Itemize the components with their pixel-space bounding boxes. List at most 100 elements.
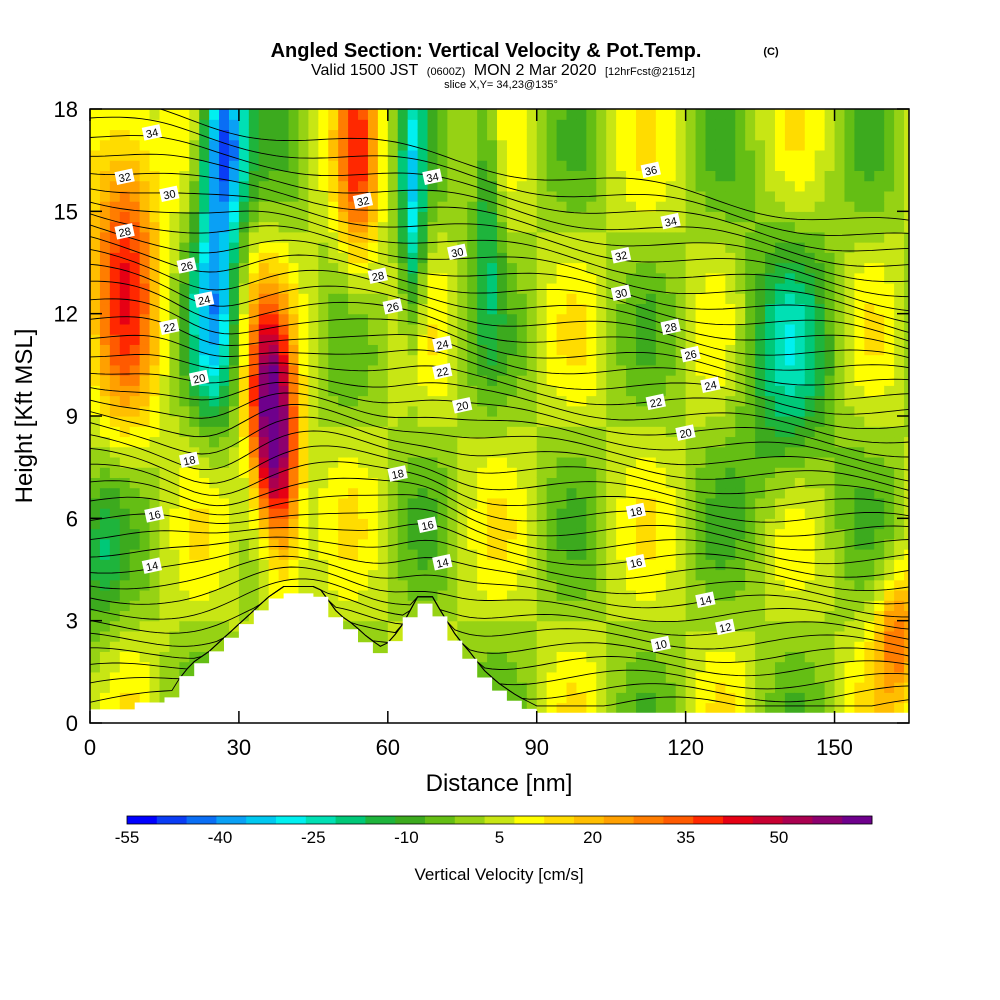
velocity-cell	[447, 477, 458, 489]
velocity-cell	[487, 282, 498, 294]
velocity-cell	[367, 610, 379, 622]
velocity-cell	[238, 303, 250, 315]
velocity-cell	[854, 518, 865, 530]
velocity-cell	[387, 180, 399, 192]
velocity-cell	[179, 385, 190, 397]
velocity-cell	[774, 600, 786, 612]
velocity-cell	[874, 538, 885, 550]
velocity-cell	[774, 518, 786, 530]
velocity-cell	[258, 569, 270, 581]
velocity-cell	[904, 620, 909, 632]
velocity-cell	[367, 119, 379, 131]
velocity-cell	[467, 129, 478, 141]
velocity-cell	[189, 293, 200, 305]
velocity-cell	[814, 109, 826, 120]
velocity-cell	[457, 303, 468, 315]
velocity-cell	[854, 446, 865, 458]
velocity-cell	[119, 682, 131, 693]
velocity-cell	[288, 446, 300, 458]
velocity-cell	[675, 252, 687, 264]
velocity-cell	[576, 405, 587, 417]
velocity-cell	[308, 149, 319, 161]
velocity-cell	[139, 221, 151, 233]
velocity-cell	[546, 211, 558, 223]
velocity-cell	[348, 426, 359, 438]
velocity-cell	[417, 293, 429, 305]
velocity-cell	[397, 201, 409, 212]
velocity-cell	[397, 160, 409, 171]
velocity-cell	[447, 323, 458, 335]
velocity-cell	[447, 610, 458, 622]
velocity-cell	[129, 303, 141, 315]
velocity-cell	[854, 139, 865, 151]
velocity-cell	[665, 600, 677, 612]
velocity-cell	[477, 456, 488, 468]
velocity-cell	[367, 293, 379, 305]
velocity-cell	[258, 109, 270, 120]
velocity-cell	[387, 497, 399, 509]
velocity-cell	[626, 252, 637, 264]
velocity-cell	[606, 109, 617, 120]
velocity-cell	[794, 129, 806, 141]
velocity-cell	[854, 119, 865, 131]
velocity-cell	[348, 282, 359, 294]
velocity-cell	[169, 600, 180, 612]
velocity-cell	[536, 334, 548, 345]
velocity-cell	[715, 661, 726, 673]
velocity-cell	[487, 252, 498, 264]
velocity-cell	[487, 487, 498, 499]
velocity-cell	[844, 334, 855, 345]
velocity-cell	[695, 385, 707, 397]
velocity-cell	[814, 323, 826, 335]
velocity-cell	[626, 702, 637, 714]
velocity-cell	[497, 559, 508, 571]
velocity-cell	[596, 630, 607, 642]
velocity-cell	[219, 323, 230, 335]
velocity-cell	[586, 109, 597, 120]
velocity-cell	[397, 569, 409, 581]
velocity-cell	[794, 385, 806, 397]
velocity-cell	[884, 528, 895, 540]
velocity-cell	[824, 661, 836, 673]
velocity-cell	[814, 201, 826, 212]
velocity-cell	[427, 385, 439, 397]
velocity-cell	[238, 201, 250, 212]
velocity-cell	[149, 231, 161, 243]
velocity-cell	[665, 671, 677, 683]
velocity-cell	[308, 354, 319, 366]
velocity-cell	[675, 651, 687, 663]
velocity-cell	[228, 313, 240, 325]
velocity-cell	[874, 344, 885, 356]
velocity-cell	[209, 528, 220, 540]
velocity-cell	[566, 528, 578, 540]
velocity-cell	[794, 426, 806, 438]
velocity-cell	[784, 600, 796, 612]
velocity-cell	[765, 467, 776, 478]
velocity-cell	[804, 487, 816, 499]
velocity-cell	[655, 201, 667, 212]
velocity-cell	[328, 323, 339, 335]
velocity-cell	[794, 671, 806, 683]
velocity-cell	[685, 538, 697, 550]
velocity-cell	[725, 671, 736, 683]
velocity-cell	[278, 109, 290, 120]
velocity-cell	[308, 375, 319, 386]
velocity-cell	[774, 149, 786, 161]
velocity-cell	[755, 119, 766, 131]
velocity-cell	[645, 651, 657, 663]
velocity-cell	[487, 682, 498, 693]
velocity-cell	[655, 160, 667, 171]
velocity-cell	[179, 487, 190, 499]
velocity-cell	[526, 313, 538, 325]
velocity-cell	[149, 170, 161, 182]
velocity-cell	[834, 231, 846, 243]
velocity-cell	[278, 395, 290, 407]
velocity-cell	[854, 508, 865, 519]
velocity-cell	[308, 446, 319, 458]
velocity-cell	[735, 446, 746, 458]
velocity-cell	[228, 344, 240, 356]
velocity-cell	[546, 416, 558, 427]
velocity-cell	[467, 375, 478, 386]
velocity-cell	[358, 344, 369, 356]
velocity-cell	[834, 334, 846, 345]
